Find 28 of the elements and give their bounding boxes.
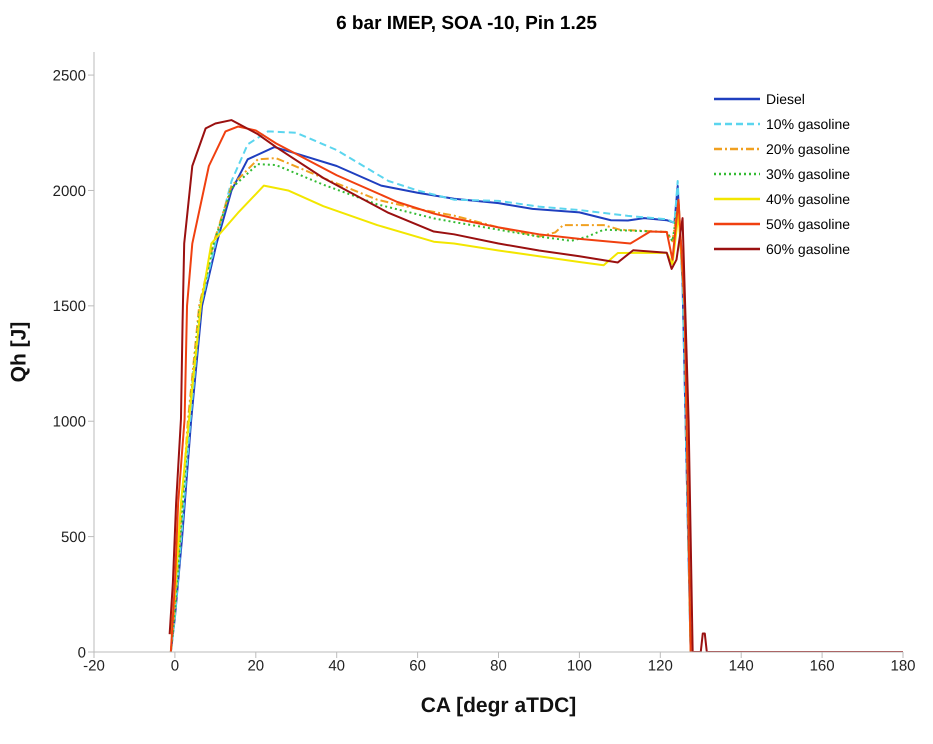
x-tick-label: 20	[247, 658, 264, 675]
x-tick-label: 140	[728, 658, 754, 675]
legend-label: 20% gasoline	[766, 140, 850, 156]
y-tick-label: 0	[78, 644, 86, 662]
x-tick-label: -20	[83, 658, 105, 675]
line-series	[168, 119, 903, 652]
y-tick-label: 2500	[52, 67, 86, 84]
y-tick-label: 2000	[52, 182, 86, 200]
x-tick-label: 160	[810, 658, 835, 675]
legend-label: 40% gasoline	[766, 190, 850, 206]
legend-label: 10% gasoline	[766, 116, 850, 132]
legend-label: 50% gasoline	[766, 216, 850, 232]
x-tick-label: 60	[409, 658, 426, 675]
y-tick-label: 1000	[52, 414, 86, 431]
y-tick-label: 1500	[52, 298, 86, 316]
y-tick-label: 500	[60, 528, 86, 546]
x-tick-label: 80	[490, 658, 507, 675]
y-axis-title: Qh [J]	[7, 322, 30, 382]
x-tick-label: 40	[328, 658, 346, 675]
x-tick-label: 120	[648, 658, 673, 675]
x-tick-label: 0	[170, 658, 180, 675]
chart-title: 6 bar IMEP, SOA -10, Pin 1.25	[335, 12, 598, 36]
legend-label: Diesel	[766, 90, 805, 106]
legend-label: 30% gasoline	[766, 166, 850, 182]
x-tick-label: 100	[566, 658, 592, 675]
x-axis-title: CA [degr aTDC]	[420, 694, 576, 717]
legend-label: 60% gasoline	[766, 240, 850, 256]
x-tick-label: 180	[890, 658, 916, 675]
